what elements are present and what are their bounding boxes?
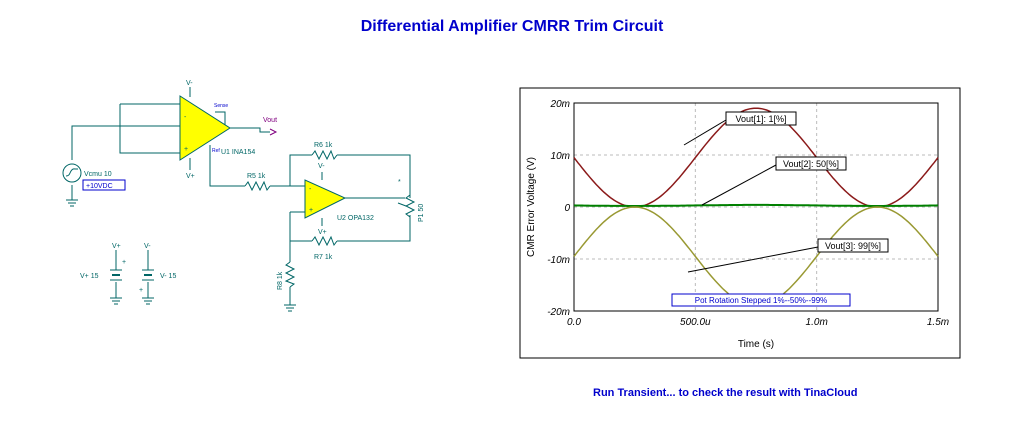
svg-text:+: + [139,287,143,294]
u2-opamp-symbol [304,179,347,219]
y-tick-label: 10m [551,151,570,162]
wire-r6-right [337,154,411,198]
plot-area [573,102,939,312]
u1-ref-label: Ref [212,148,220,154]
chart-frame [519,87,961,359]
vout-terminal-icon [269,128,278,136]
vcm-label: Vcmu 10 [84,171,112,178]
vout-label: Vout [263,117,277,124]
r8-label: R8 1k [277,271,284,290]
y-axis-label: CMR Error Voltage (V) [526,157,537,257]
wire-vout [230,127,270,133]
u2-vminus-label: V- [318,163,325,170]
r5-label: R5 1k [247,173,266,180]
step-wave-icon [65,168,78,177]
u2-vplus-label: V+ [318,229,327,236]
u1-label: U1 INA154 [221,149,255,156]
legend-pointer [687,246,819,273]
p1-label: P1 50 [418,204,425,222]
p1-star: * [398,179,401,186]
r5-resistor-icon [244,180,271,192]
r6-resistor-icon [311,149,338,161]
annotation-text: Pot Rotation Stepped 1%--50%--99% [695,296,828,305]
u1-minus: - [184,114,187,121]
u1-sense-label: Sense [214,103,228,109]
legend-box [725,111,797,126]
u2-minus: - [309,186,312,193]
x-tick-label: 1.5m [927,317,949,328]
svg-text:+: + [122,259,126,266]
ground-icon [66,199,296,312]
vplus-label: V+ 15 [80,273,99,280]
u2-label: U2 OPA132 [337,215,374,222]
x-tick-label: 500.0u [680,317,711,328]
vcm-value-box [82,179,126,191]
wire-r6-left [289,154,312,186]
wire-ref [209,145,245,187]
x-tick-label: 0.0 [567,317,581,328]
vplus-node: V+ [112,243,121,250]
vminus-node: V- [144,243,151,250]
page-title: Differential Amplifier CMRR Trim Circuit [360,18,664,35]
legend-label: Vout[1]: 1[%] [735,114,786,124]
u1-opamp-symbol [179,95,231,161]
y-tick-label: 20m [550,99,570,110]
r8-resistor-icon [284,261,296,288]
y-tick-label: -10m [547,255,570,266]
wire-sense [215,111,226,125]
annotation-box [671,293,851,307]
chart-legends: Vout[1]: 1[%] Vout[2]: 50[%] Vout[3]: 99[%… [683,111,889,273]
vminus-label: V- 15 [160,273,176,280]
y-tick-label: 0 [564,203,570,214]
legend-label: Vout[2]: 50[%] [783,159,839,169]
wire-r7-right [337,215,411,242]
x-axis-label: Time (s) [738,339,774,350]
u1-vplus-label: V+ [186,173,195,180]
legend-label: Vout[3]: 99[%] [825,241,881,251]
legend-pointer [701,164,777,206]
series-line-2 [573,203,939,207]
legend-pointer [683,119,727,146]
vcm-value: +10VDC [86,183,113,190]
u1-plus: + [184,146,188,153]
legend-box [817,238,889,253]
wire-input-bottom [119,104,180,154]
y-tick-label: -20m [547,307,570,318]
r6-label: R6 1k [314,142,333,149]
r7-label: R7 1k [314,254,333,261]
chart-ticks: 0.0 500.0u 1.0m 1.5m 20m 10m 0 -10m -20m [547,99,949,328]
footer-link[interactable]: Run Transient... to check the result wit… [593,387,858,399]
u1-vminus-label: V- [186,80,193,87]
p1-wiper-icon [397,202,407,207]
x-tick-label: 1.0m [806,317,828,328]
r7-resistor-icon [311,235,338,247]
legend-box [775,156,847,171]
u2-plus: + [309,207,313,214]
